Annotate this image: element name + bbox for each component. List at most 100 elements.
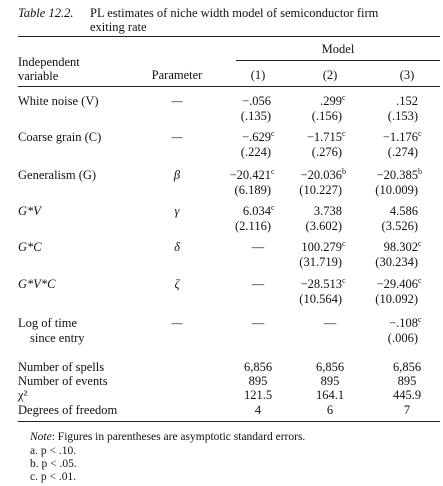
row-variable: G*V*C	[18, 277, 56, 291]
caption-label: Table 12.2.	[18, 6, 74, 20]
summary-value: 6,856	[315, 360, 345, 374]
row-parameter: —	[171, 130, 183, 144]
header-group: Model	[321, 42, 355, 56]
estimate: −.629	[242, 130, 271, 144]
cell-estimate: 4.586	[343, 204, 423, 218]
header-variable: Independent variable	[18, 55, 80, 83]
row-variable: G*V	[18, 204, 41, 218]
summary-label: Number of events	[18, 374, 108, 388]
row-variable-cont: since entry	[30, 331, 85, 345]
cell-estimate: .299c	[320, 92, 346, 108]
summary-value: 6,856	[243, 360, 273, 374]
bottom-rule	[18, 421, 440, 422]
summary-label: Number of spells	[18, 360, 105, 374]
row-variable: White noise (V)	[18, 94, 99, 108]
cell-empty: —	[323, 316, 337, 330]
estimate: 3.738	[313, 204, 342, 218]
row-parameter: ζ	[174, 277, 180, 291]
estimate: −1.715	[306, 130, 342, 144]
estimate: −29.406	[376, 277, 418, 291]
cell-se: (3.526)	[381, 219, 418, 233]
note-text: : Figures in parentheses are asymptotic …	[51, 431, 306, 443]
summary-value: 6	[326, 403, 334, 417]
estimate: .152	[396, 94, 418, 108]
cell-se: (10.092)	[375, 292, 418, 306]
cell-se: (30.234)	[375, 255, 418, 269]
header-parameter: Parameter	[151, 68, 203, 82]
cell-estimate: 100.279c	[301, 238, 346, 254]
model-header: (1)	[250, 68, 266, 82]
estimate: 4.586	[389, 204, 418, 218]
header-rule	[18, 86, 440, 87]
row-parameter: δ	[174, 240, 180, 254]
cell-se: (.224)	[240, 145, 271, 159]
summary-value: 895	[320, 374, 340, 388]
summary-value: 7	[403, 403, 411, 417]
cell-estimate: −.629c	[242, 128, 275, 144]
cell-se: (10.009)	[375, 183, 418, 197]
row-variable: Log of time	[18, 316, 78, 330]
cell-estimate: −1.715c	[306, 128, 346, 144]
estimate: 6.034	[242, 204, 271, 218]
cell-estimate: −.056	[196, 94, 276, 108]
summary-value: 121.5	[243, 388, 273, 402]
cell-empty: —	[251, 240, 265, 254]
estimate: −1.176	[382, 130, 418, 144]
row-variable: Generalism (G)	[18, 168, 97, 182]
row-parameter: β	[173, 168, 181, 182]
row-parameter: —	[171, 94, 183, 108]
cell-se: (10.564)	[299, 292, 342, 306]
cell-se: (.276)	[311, 145, 342, 159]
row-variable: G*C	[18, 240, 42, 254]
cell-empty: —	[251, 316, 265, 330]
row-parameter: γ	[174, 204, 180, 218]
model-header: (3)	[399, 68, 415, 82]
estimate: .299	[320, 94, 342, 108]
note-item: c. p < .01.	[30, 471, 77, 483]
cell-se: (.135)	[240, 109, 271, 123]
summary-label: Degrees of freedom	[18, 403, 118, 417]
cell-se: (6.189)	[234, 183, 271, 197]
cell-se: (.156)	[311, 109, 342, 123]
cell-se: (10.227)	[299, 183, 342, 197]
note-label: Note	[30, 431, 52, 443]
summary-label: χ²	[18, 388, 28, 402]
group-rule	[236, 60, 440, 61]
cell-estimate: −20.421c	[229, 166, 275, 182]
caption-title: PL estimates of niche width model of sem…	[90, 6, 379, 34]
cell-se: (.153)	[387, 109, 418, 123]
cell-estimate: .152	[343, 94, 423, 108]
estimate: −20.385	[376, 168, 418, 182]
cell-se: (2.116)	[235, 219, 271, 233]
top-rule	[18, 36, 440, 37]
cell-estimate: −29.406c	[376, 275, 422, 291]
summary-value: 4	[254, 403, 262, 417]
estimate: 100.279	[301, 240, 342, 254]
summary-value: 895	[248, 374, 268, 388]
note: Note: Figures in parentheses are asympto…	[30, 430, 305, 444]
estimate: −.056	[242, 94, 271, 108]
cell-se: (3.602)	[305, 219, 342, 233]
cell-estimate: 6.034c	[242, 202, 275, 218]
estimate: 98.302	[383, 240, 418, 254]
estimate: −.108	[389, 316, 418, 330]
summary-value: 164.1	[315, 388, 345, 402]
cell-estimate: −1.176c	[382, 128, 422, 144]
summary-value: 6,856	[392, 360, 422, 374]
cell-estimate: −28.513c	[300, 275, 346, 291]
cell-se: (31.719)	[299, 255, 342, 269]
model-header: (2)	[322, 68, 338, 82]
cell-se: (.006)	[387, 331, 418, 345]
cell-estimate: −.108c	[389, 314, 422, 330]
estimate: −20.036	[300, 168, 342, 182]
estimate: −28.513	[300, 277, 342, 291]
cell-estimate: 3.738	[267, 204, 347, 218]
cell-empty: —	[251, 277, 265, 291]
note-item: b. p < .05.	[30, 458, 77, 470]
cell-estimate: −20.036b	[300, 166, 346, 182]
estimate: −20.421	[229, 168, 271, 182]
row-parameter: —	[171, 316, 183, 330]
cell-estimate: −20.385b	[376, 166, 422, 182]
cell-estimate: 98.302c	[383, 238, 422, 254]
